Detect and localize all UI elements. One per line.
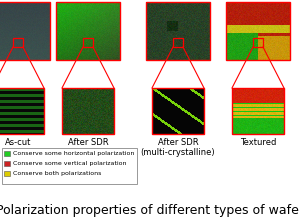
Bar: [56, 2, 120, 60]
Bar: [232, 88, 284, 134]
Bar: [253, 38, 263, 47]
Bar: [152, 88, 204, 134]
Text: Conserve some horizontal polarization: Conserve some horizontal polarization: [13, 151, 134, 156]
Bar: [173, 38, 183, 47]
Bar: [4, 151, 10, 156]
Text: After SDR
(multi-crystalline): After SDR (multi-crystalline): [141, 138, 215, 157]
Text: Textured: Textured: [240, 138, 276, 147]
Text: Polarization properties of different types of wafer: Polarization properties of different typ…: [0, 203, 300, 217]
Text: As-cut: As-cut: [5, 138, 31, 147]
Bar: [62, 88, 114, 134]
Text: Conserve both polarizations: Conserve both polarizations: [13, 171, 101, 176]
Text: After SDR: After SDR: [68, 138, 108, 147]
Bar: [4, 161, 10, 166]
Text: Conserve some vertical polarization: Conserve some vertical polarization: [13, 161, 127, 166]
Bar: [2, 148, 137, 184]
Bar: [0, 88, 44, 134]
Bar: [0, 2, 50, 60]
Bar: [226, 2, 290, 60]
Bar: [13, 38, 23, 47]
Bar: [83, 38, 93, 47]
Bar: [4, 171, 10, 176]
Bar: [146, 2, 210, 60]
